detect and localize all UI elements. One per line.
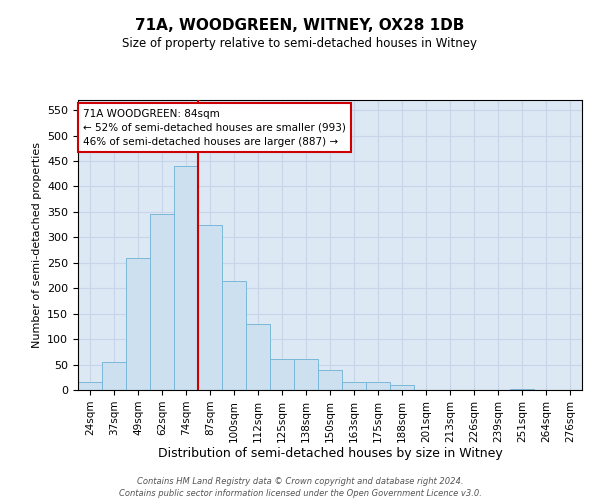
Bar — [102, 362, 126, 390]
Bar — [126, 258, 150, 390]
Bar — [318, 370, 342, 390]
X-axis label: Distribution of semi-detached houses by size in Witney: Distribution of semi-detached houses by … — [158, 448, 502, 460]
Bar — [222, 280, 246, 390]
Bar — [342, 382, 366, 390]
Bar — [78, 382, 102, 390]
Bar — [390, 385, 414, 390]
Y-axis label: Number of semi-detached properties: Number of semi-detached properties — [32, 142, 41, 348]
Text: 71A WOODGREEN: 84sqm
← 52% of semi-detached houses are smaller (993)
46% of semi: 71A WOODGREEN: 84sqm ← 52% of semi-detac… — [83, 108, 346, 146]
Text: Contains HM Land Registry data © Crown copyright and database right 2024.
Contai: Contains HM Land Registry data © Crown c… — [119, 476, 481, 498]
Bar — [294, 360, 318, 390]
Bar — [246, 324, 270, 390]
Text: 71A, WOODGREEN, WITNEY, OX28 1DB: 71A, WOODGREEN, WITNEY, OX28 1DB — [136, 18, 464, 32]
Text: Size of property relative to semi-detached houses in Witney: Size of property relative to semi-detach… — [122, 38, 478, 51]
Bar — [150, 214, 174, 390]
Bar — [198, 224, 222, 390]
Bar — [174, 166, 198, 390]
Bar — [366, 382, 390, 390]
Bar — [270, 360, 294, 390]
Bar — [510, 389, 534, 390]
